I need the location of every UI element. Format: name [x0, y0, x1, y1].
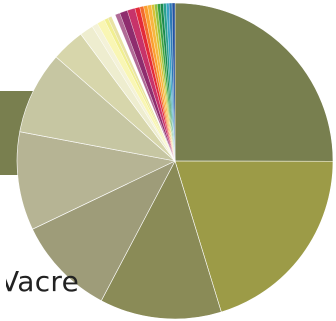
pie-slices [16, 2, 334, 320]
pie-slice-4 [32, 160, 176, 302]
pie-slice-1 [174, 2, 334, 162]
pie-slice-5 [16, 131, 176, 230]
pie-slice-28 [171, 2, 176, 162]
unit-label: Vacre [0, 265, 80, 298]
pie-slice-6 [19, 56, 177, 162]
pie-slice-3 [100, 160, 222, 320]
pie-slice-2 [174, 160, 334, 313]
